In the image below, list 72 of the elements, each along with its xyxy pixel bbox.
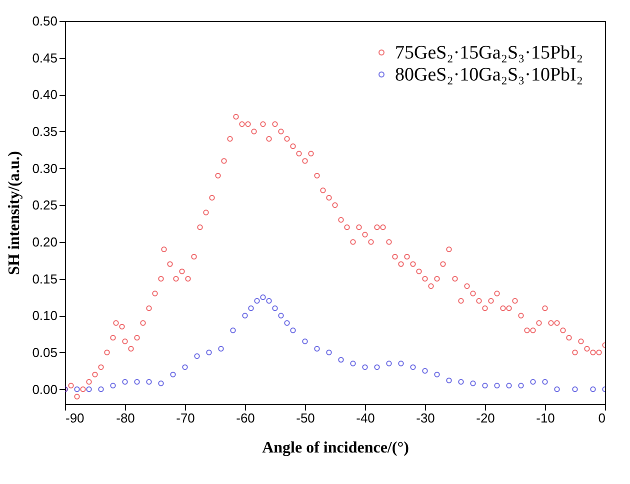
y-tick-label: 0.50 xyxy=(32,14,58,28)
y-tick-label: 0.25 xyxy=(32,198,58,213)
point xyxy=(86,386,92,392)
point xyxy=(302,338,308,344)
y-tick-label: 0.45 xyxy=(32,50,58,66)
x-tick-label: -50 xyxy=(296,410,315,426)
x-tick-label: 0 xyxy=(598,410,606,426)
point xyxy=(386,360,392,366)
point xyxy=(122,379,128,385)
point xyxy=(254,298,260,304)
y-tick-label: 0.40 xyxy=(32,87,58,102)
point xyxy=(338,356,344,363)
point xyxy=(218,346,224,352)
x-tick-label: -10 xyxy=(536,410,555,426)
point xyxy=(278,312,284,318)
x-tick-label: -40 xyxy=(356,410,375,426)
y-axis-title: SH intensity/(a.u.) xyxy=(6,150,24,276)
point xyxy=(590,386,596,392)
legend-label: 80GeS₂·10Ga₂S₃·10PbI₂ xyxy=(395,64,583,86)
y-tick-label: 0.15 xyxy=(32,271,58,286)
x-tick-label: -30 xyxy=(416,410,435,426)
point xyxy=(290,328,296,334)
point xyxy=(182,364,188,370)
x-tick-label: -80 xyxy=(116,410,135,426)
y-tick-label: 0.00 xyxy=(32,382,58,397)
point xyxy=(446,378,452,384)
point xyxy=(362,364,368,370)
point xyxy=(494,382,500,388)
point xyxy=(482,382,488,388)
point xyxy=(398,360,404,366)
point xyxy=(110,382,116,388)
point xyxy=(422,368,428,374)
y-tick-label: 0.20 xyxy=(32,234,58,250)
point xyxy=(458,379,464,385)
point xyxy=(530,379,536,385)
point xyxy=(374,364,380,370)
point xyxy=(134,379,140,385)
y-tick-label: 0.05 xyxy=(32,344,58,360)
point xyxy=(194,353,200,359)
point xyxy=(542,379,548,385)
x-tick-label: -70 xyxy=(176,410,195,426)
point xyxy=(74,386,80,392)
point xyxy=(506,382,512,388)
point xyxy=(272,305,278,312)
x-tick-label: -20 xyxy=(476,410,495,426)
point xyxy=(284,320,290,326)
point xyxy=(230,328,236,334)
point xyxy=(170,372,176,378)
point xyxy=(266,298,272,304)
point xyxy=(554,386,560,392)
point xyxy=(326,350,332,356)
point xyxy=(410,364,416,370)
point xyxy=(242,312,248,318)
y-tick-label: 0.30 xyxy=(32,160,58,176)
point xyxy=(206,350,212,356)
point xyxy=(158,380,164,386)
x-axis-title: Angle of incidence/(°) xyxy=(262,440,409,456)
legend-label: 75GeS₂·15Ga₂S₃·15PbI₂ xyxy=(395,42,583,64)
point xyxy=(572,386,578,392)
x-tick-label: -90 xyxy=(66,410,84,426)
point xyxy=(260,294,266,300)
point xyxy=(98,386,104,392)
point xyxy=(434,372,440,378)
point xyxy=(470,380,476,386)
y-tick-label: 0.35 xyxy=(32,124,58,139)
point xyxy=(146,379,152,385)
y-tick-label: 0.10 xyxy=(32,308,58,324)
x-tick-label: -60 xyxy=(236,410,255,426)
point xyxy=(518,382,524,388)
point xyxy=(314,346,320,352)
point xyxy=(350,360,356,366)
point xyxy=(248,305,254,312)
